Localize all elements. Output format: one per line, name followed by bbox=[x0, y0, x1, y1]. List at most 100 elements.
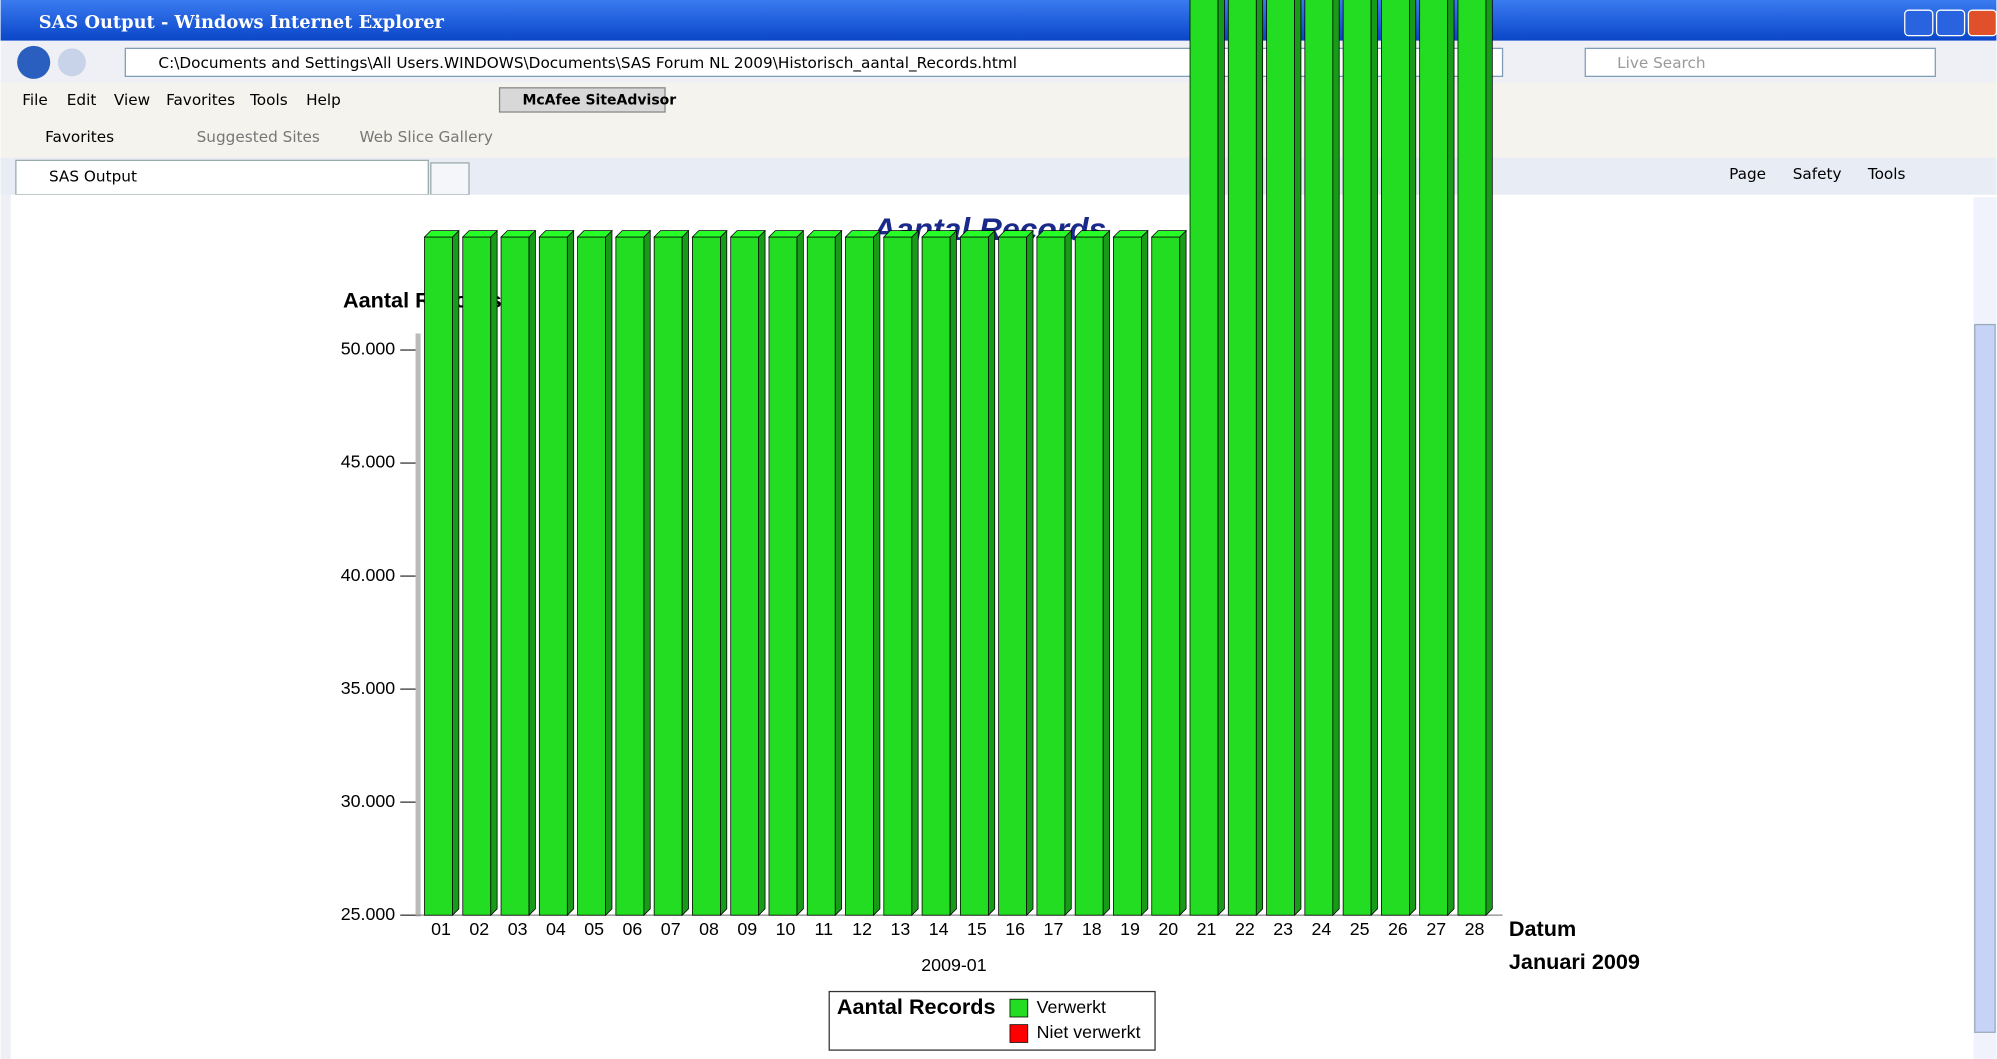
bar-segment bbox=[959, 236, 989, 916]
tab[interactable] bbox=[15, 159, 429, 196]
x-tick-label: 23 bbox=[1273, 919, 1293, 939]
bar-side bbox=[1370, 0, 1378, 917]
x-tick-label: 01 bbox=[431, 919, 451, 939]
command-item[interactable]: Tools bbox=[1867, 165, 1906, 183]
bar-top bbox=[423, 230, 460, 238]
x-tick-label: 20 bbox=[1158, 919, 1178, 939]
bar-segment bbox=[730, 236, 760, 916]
bar-segment bbox=[1304, 0, 1334, 916]
bar-segment bbox=[1419, 0, 1449, 916]
bar-side bbox=[490, 229, 498, 917]
x-tick-label: 16 bbox=[1005, 919, 1025, 939]
bar-side bbox=[528, 229, 536, 917]
bar-segment bbox=[1457, 0, 1487, 916]
search-box[interactable] bbox=[1584, 47, 1936, 78]
x-tick-label: 05 bbox=[584, 919, 604, 939]
bar-segment bbox=[1227, 0, 1257, 916]
menu-item[interactable]: Favorites bbox=[166, 91, 235, 109]
forward-button[interactable] bbox=[57, 48, 86, 77]
title-bar bbox=[0, 0, 1997, 41]
x-tick-label: 10 bbox=[776, 919, 796, 939]
bar-top bbox=[500, 230, 537, 238]
bar-side bbox=[758, 229, 766, 917]
restore-button[interactable] bbox=[1935, 9, 1966, 37]
search-placeholder: Live Search bbox=[1617, 54, 1705, 72]
bar-side bbox=[643, 229, 651, 917]
bar-top bbox=[1112, 230, 1149, 238]
bar-side bbox=[911, 229, 919, 917]
bar-top bbox=[921, 230, 958, 238]
bar-segment bbox=[1381, 0, 1410, 916]
close-button[interactable] bbox=[1967, 9, 1997, 37]
x-tick-label: 07 bbox=[661, 919, 681, 939]
back-button[interactable] bbox=[17, 45, 51, 79]
bar-side bbox=[1102, 229, 1110, 917]
window-title: SAS Output - Windows Internet Explorer bbox=[39, 12, 445, 33]
bar-side bbox=[873, 229, 881, 917]
bar-segment bbox=[845, 236, 874, 916]
legend-title: Aantal Records bbox=[837, 994, 996, 1019]
addon-button[interactable] bbox=[498, 87, 666, 113]
bar-side bbox=[566, 229, 575, 917]
bar-side bbox=[987, 229, 996, 917]
bar-top bbox=[882, 230, 920, 238]
menu-item[interactable]: Edit bbox=[67, 91, 97, 109]
x-tick-label: 12 bbox=[852, 919, 872, 939]
bar-side bbox=[1409, 0, 1417, 917]
bar-top bbox=[691, 230, 728, 238]
bar-side bbox=[1026, 229, 1034, 917]
bar-segment bbox=[1266, 0, 1295, 916]
bar-top bbox=[997, 230, 1034, 238]
bar-side bbox=[1447, 0, 1455, 917]
favorites-bar bbox=[0, 117, 1997, 158]
new-tab[interactable] bbox=[430, 162, 470, 196]
bar-top bbox=[538, 230, 575, 238]
bar-top bbox=[461, 230, 499, 238]
menu-bar bbox=[0, 82, 1997, 118]
bar-side bbox=[1064, 229, 1072, 917]
bar-segment bbox=[615, 236, 645, 916]
minimize-button[interactable] bbox=[1904, 9, 1934, 37]
x-tick-label: 14 bbox=[929, 919, 949, 939]
x-tick-label: 24 bbox=[1311, 919, 1331, 939]
menu-item[interactable]: Help bbox=[306, 91, 341, 109]
favorites-item[interactable]: Web Slice Gallery bbox=[360, 128, 493, 146]
bar-segment bbox=[883, 236, 913, 916]
frame-left bbox=[0, 194, 11, 1059]
favorites-item[interactable]: Favorites bbox=[45, 128, 114, 146]
menu-item[interactable]: View bbox=[114, 91, 150, 109]
x-tick-label: 28 bbox=[1465, 919, 1485, 939]
legend-label: Niet verwerkt bbox=[1037, 1022, 1141, 1042]
bar-side bbox=[834, 229, 843, 917]
bar-top bbox=[614, 230, 652, 238]
y-tick-label: 40.000 bbox=[341, 565, 396, 585]
legend-label: Verwerkt bbox=[1037, 997, 1106, 1017]
bar-top bbox=[653, 230, 690, 238]
menu-item[interactable]: File bbox=[22, 91, 48, 109]
x-tick-label: 11 bbox=[815, 919, 834, 939]
bar-top bbox=[844, 230, 881, 238]
x-tick-label: 17 bbox=[1044, 919, 1064, 939]
y-tick-label: 25.000 bbox=[341, 904, 396, 924]
legend-swatch bbox=[1009, 998, 1029, 1018]
x-tick-label: 27 bbox=[1426, 919, 1446, 939]
bar-top bbox=[806, 230, 843, 238]
bar-segment bbox=[424, 236, 453, 916]
menu-item[interactable]: Tools bbox=[249, 91, 288, 109]
bar-segment bbox=[653, 236, 683, 916]
scroll-thumb[interactable] bbox=[1974, 323, 1996, 1033]
addon-label: McAfee SiteAdvisor bbox=[522, 93, 676, 109]
y-tick-label: 50.000 bbox=[341, 339, 396, 359]
bar-side bbox=[1332, 0, 1340, 917]
command-item[interactable]: Page bbox=[1729, 165, 1766, 183]
favorites-item[interactable]: Suggested Sites bbox=[197, 128, 320, 146]
legend-swatch bbox=[1009, 1024, 1029, 1043]
tab-label: SAS Output bbox=[49, 167, 137, 185]
command-item[interactable]: Safety bbox=[1793, 165, 1842, 183]
bar-segment bbox=[1342, 0, 1372, 916]
bar-side bbox=[1485, 0, 1493, 917]
y-axis-wall bbox=[415, 333, 421, 917]
bar-side bbox=[796, 229, 804, 917]
